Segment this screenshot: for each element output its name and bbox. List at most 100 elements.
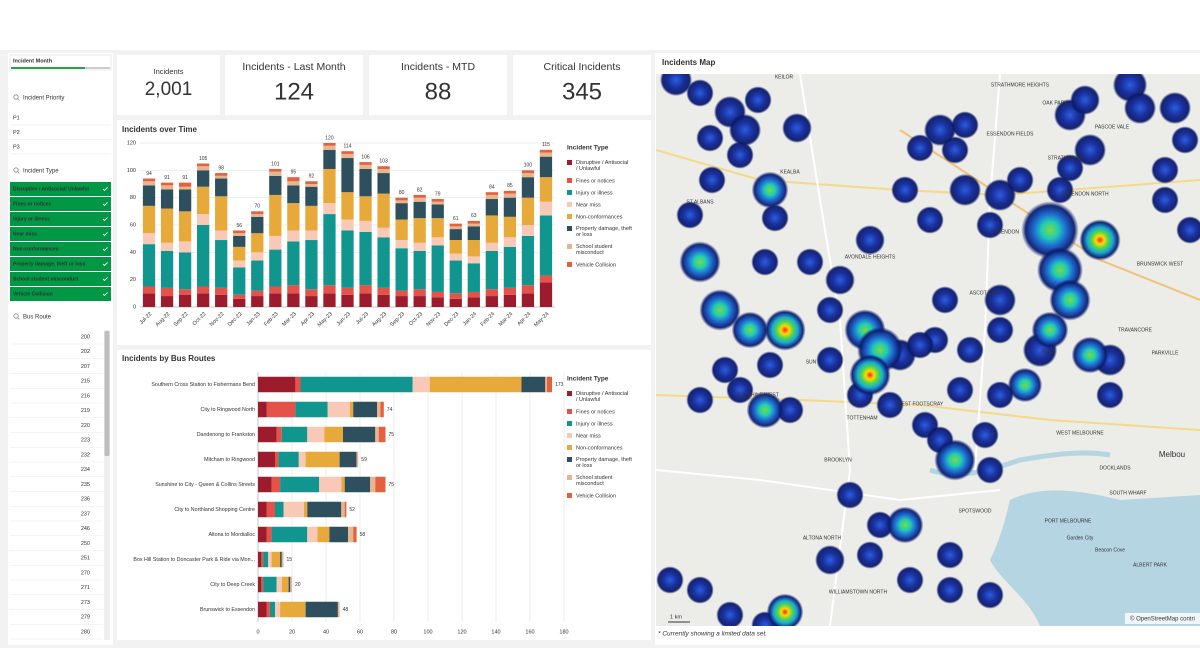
heat-spot [896,566,924,594]
heat-spot [866,511,894,539]
bar-segment [547,376,553,393]
bar-segment [539,149,553,153]
kpi-card [513,55,651,115]
bar-segment [287,285,300,294]
route-option-label: 271 [81,585,90,591]
bar-segment [341,294,354,307]
scrollbar-thumb[interactable] [104,331,110,456]
route-option-label: 232 [81,452,90,458]
type-option-selected[interactable] [10,227,111,241]
route-option[interactable] [10,374,103,389]
route-option[interactable] [10,625,103,639]
bar-segment [375,426,379,443]
route-option[interactable] [10,492,103,507]
heat-spot [971,421,999,449]
type-option-selected[interactable] [10,272,111,286]
type-option-label: Near miss [13,231,37,237]
route-option[interactable] [10,566,103,580]
priority-option[interactable] [10,140,111,154]
route-option[interactable] [10,462,103,477]
heat-spot [916,206,944,234]
route-option[interactable] [10,521,103,536]
bar-segment [305,601,338,618]
y-tick-label: 60 [130,222,136,228]
priority-option-label: P1 [13,115,20,121]
type-option-selected[interactable] [10,287,111,301]
priority-option[interactable] [10,125,111,140]
bar-segment [178,182,192,187]
bar-segment [305,230,318,241]
type-option-selected[interactable] [10,212,111,226]
route-option[interactable] [10,389,103,403]
route-option[interactable] [10,610,103,625]
place-label: OAK PARK [1042,100,1068,106]
route-option[interactable] [10,418,103,433]
route-option[interactable] [10,448,103,462]
bar-segment [412,376,430,393]
bar-segment [215,173,228,176]
bar-segment [269,171,282,176]
heat-spot [986,381,1014,409]
bar-segment [160,208,174,243]
bar-segment [142,244,156,287]
priority-option-label: P3 [13,144,20,150]
y-tick-label: 0 [133,304,136,310]
heat-spot [686,576,714,604]
bar-segment [485,194,498,200]
total-label: 75 [389,482,395,488]
search-icon [13,167,19,173]
priority-option[interactable] [10,111,111,125]
heat-spot [764,309,806,351]
type-option-selected[interactable] [10,242,111,256]
map[interactable]: KEILOR STRATHMORE HEIGHTS OAK PARK PASCOE V… [656,64,1200,639]
month-filter[interactable] [9,54,112,71]
bar-segment [275,501,284,518]
route-option[interactable] [10,403,103,418]
y-tick-label: City to Deep Creek [210,582,255,588]
route-option[interactable] [10,580,103,595]
type-option-selected[interactable] [10,257,111,271]
route-option[interactable] [10,330,103,344]
heat-spot [1158,91,1192,125]
bar-segment [341,192,354,220]
place-label: TRAVANCORE [1118,327,1153,333]
bar-segment [233,298,246,307]
legend-label: Near miss [576,202,601,208]
route-option[interactable] [10,359,103,374]
bar-segment [485,242,498,251]
route-option[interactable] [10,536,103,551]
heat-spot [751,248,779,276]
check-icon [102,202,108,207]
route-option[interactable] [10,433,103,448]
chart-panel [117,350,651,640]
route-option[interactable] [10,595,103,610]
bar-segment [280,551,282,568]
route-option[interactable] [10,507,103,521]
route-option[interactable] [10,477,103,492]
x-tick-label: 60 [357,629,363,635]
bar-segment [287,203,300,231]
bar-segment [467,263,480,292]
bar-segment [258,576,262,593]
bar-segment [233,246,246,261]
type-option-selected[interactable] [10,197,111,211]
route-option[interactable] [10,551,103,566]
search-icon [13,313,19,319]
heat-spot [1031,311,1069,349]
total-label: 85 [507,183,513,189]
type-option-selected[interactable] [10,182,111,196]
bar-segment [160,287,174,297]
total-label: 92 [309,174,315,180]
legend-swatch [567,244,572,249]
total-label: 58 [360,532,366,538]
bar-segment [341,153,354,159]
bar-segment [305,296,318,307]
x-tick-label: 80 [391,629,397,635]
bar-segment [251,233,264,253]
route-option[interactable] [10,344,103,359]
heat-spot [782,113,812,143]
bar-segment [359,162,372,165]
bar-segment [276,576,282,593]
bar-segment [539,201,553,216]
bar-segment [431,199,444,202]
